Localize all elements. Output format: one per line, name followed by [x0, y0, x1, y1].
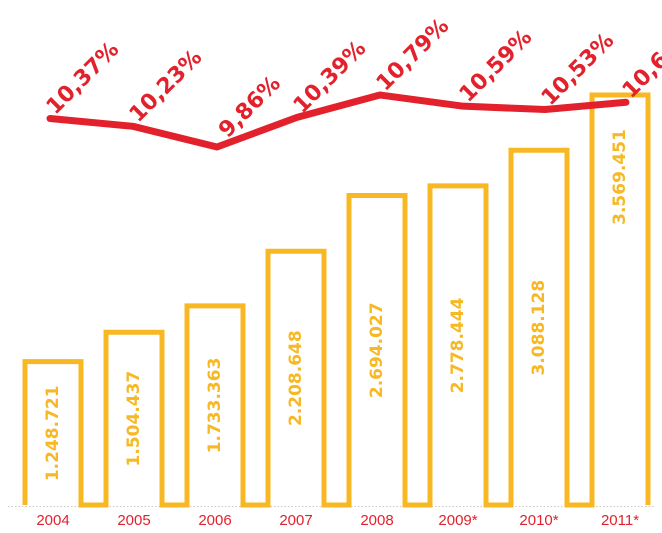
year-label: 2011*: [601, 512, 639, 529]
year-label: 2006: [198, 512, 231, 529]
bar-value-label: 1.504.437: [124, 371, 144, 467]
bar-value-label: 2.694.027: [367, 302, 387, 398]
percent-label: 10,53%: [537, 28, 619, 110]
line-point-2010*: [544, 108, 546, 111]
year-label: 2008: [360, 512, 393, 529]
bar-value-label: 3.088.128: [529, 280, 549, 376]
percent-label: 10,37%: [42, 37, 124, 119]
year-label: 2005: [117, 512, 150, 529]
bar-value-label: 1.733.363: [205, 358, 225, 454]
year-label: 2010*: [519, 512, 558, 529]
percent-label: 10,23%: [125, 45, 207, 127]
line-series: [46, 91, 630, 151]
line-point-2009*: [462, 105, 464, 108]
bar-value-label: 1.248.721: [43, 385, 63, 481]
line-point-2011*: [625, 101, 627, 104]
line-point-2005: [132, 125, 134, 128]
line-point-2008: [379, 94, 381, 96]
line-point-2006: [216, 146, 218, 148]
percent-label: 10,66%: [618, 21, 662, 103]
bar-value-label: 2.778.444: [448, 297, 468, 393]
year-label: 2007: [279, 512, 312, 529]
year-label: 2009*: [438, 512, 477, 529]
year-label: 2004: [36, 512, 69, 529]
percent-label: 10,59%: [455, 25, 537, 107]
bar-value-label: 3.569.451: [610, 129, 630, 225]
line-point-2004: [49, 117, 51, 120]
bar-value-label: 2.208.648: [286, 330, 306, 426]
line-point-2007: [296, 116, 298, 119]
percent-label: 10,79%: [372, 14, 454, 96]
bars-outline: [22, 92, 651, 508]
